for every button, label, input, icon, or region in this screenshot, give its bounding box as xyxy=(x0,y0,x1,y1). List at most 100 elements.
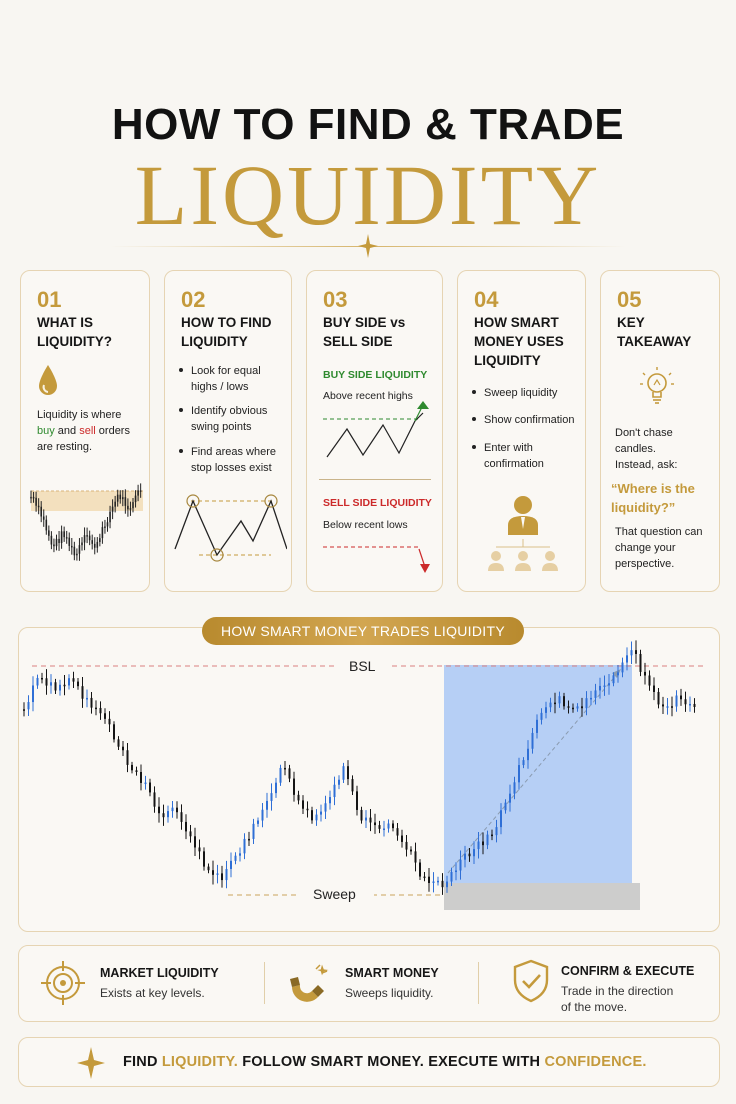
candle-body xyxy=(111,506,114,512)
candle-body xyxy=(329,797,331,804)
candle-body xyxy=(176,807,178,813)
sell-side-label: SELL SIDE LIQUIDITY xyxy=(323,497,432,509)
bsl-label: BSL xyxy=(349,658,376,674)
candle-body xyxy=(32,496,35,499)
candle-body xyxy=(306,808,309,811)
candle-body xyxy=(581,706,583,709)
candle-body xyxy=(549,702,552,708)
candle-body xyxy=(540,712,543,720)
card-number: 03 xyxy=(323,287,348,312)
candle-body xyxy=(603,685,606,688)
buy-side-sub: Above recent highs xyxy=(323,390,413,402)
bullet-line: Enter with xyxy=(484,442,533,454)
candle-body xyxy=(35,497,37,506)
bullet-item: Look for equal highs / lows xyxy=(179,363,261,395)
candle-body xyxy=(261,809,264,821)
card-title: BUY SIDE vs SELL SIDE xyxy=(323,313,405,351)
bullet-line: swing points xyxy=(191,421,252,433)
candle-body xyxy=(60,531,63,544)
candle-body xyxy=(459,859,462,871)
candle-body xyxy=(63,531,65,538)
candle-body xyxy=(90,697,93,708)
footer-banner: FIND LIQUIDITY. FOLLOW SMART MONEY. EXEC… xyxy=(18,1037,720,1087)
candle-body xyxy=(617,672,619,676)
candle-body xyxy=(106,522,109,527)
candle-body xyxy=(333,784,336,798)
candle-body xyxy=(599,685,601,691)
candle-body xyxy=(689,703,691,706)
takeaway-line: That question can xyxy=(615,526,703,538)
sparkle-icon xyxy=(358,234,378,258)
candle-body xyxy=(189,831,192,837)
candle-body xyxy=(356,791,358,810)
candle-body xyxy=(324,803,327,812)
candle-body xyxy=(252,823,255,839)
candle-body xyxy=(162,813,165,818)
sweep-label-bg xyxy=(298,886,374,904)
bullet-item: Identify obvious swing points xyxy=(179,403,267,435)
candle-body xyxy=(423,876,426,879)
candle-body xyxy=(65,537,68,539)
footer-confidence: CONFIDENCE. xyxy=(544,1054,647,1070)
candle-body xyxy=(101,527,104,539)
takeaway-text: Don't chase candles. Instead, ask: xyxy=(615,425,677,473)
candle-body xyxy=(374,822,376,826)
candle-body xyxy=(284,767,286,770)
candle-body xyxy=(234,855,237,861)
candle-body xyxy=(383,828,385,831)
candle-body xyxy=(68,537,71,546)
candle-body xyxy=(270,793,273,801)
candle-body xyxy=(257,820,259,824)
candle-body xyxy=(32,685,34,703)
candle-body xyxy=(50,682,52,686)
candle-body xyxy=(563,696,565,707)
candle-body xyxy=(88,535,91,541)
candle-body xyxy=(648,675,651,686)
candle-body xyxy=(48,530,50,536)
bullet-line: Look for equal xyxy=(191,365,261,377)
sweep-label: Sweep xyxy=(313,886,356,902)
feature-sub-line: of the move. xyxy=(561,1000,628,1014)
candle-body xyxy=(657,691,660,705)
candle-body xyxy=(225,868,228,881)
card-title-line: SELL SIDE xyxy=(323,334,393,349)
candle-body xyxy=(279,767,282,783)
features-panel xyxy=(18,945,720,1022)
candle-body xyxy=(401,835,403,842)
buy-word: buy xyxy=(37,425,55,437)
desc-line: buy and sell orders xyxy=(37,423,130,439)
candle-body xyxy=(99,707,102,714)
candle-body xyxy=(554,702,556,705)
candle-body xyxy=(468,853,471,857)
card-title-line: TAKEAWAY xyxy=(617,334,692,349)
candle-body xyxy=(500,810,502,828)
magnet-icon xyxy=(290,964,329,1002)
candle-body xyxy=(54,682,57,691)
candle-body xyxy=(53,544,55,547)
takeaway-line: Don't chase xyxy=(615,427,673,439)
candle-body xyxy=(134,495,137,503)
candle-body xyxy=(396,828,399,836)
candle-body xyxy=(36,677,39,686)
candle-body xyxy=(365,817,367,821)
candle-body xyxy=(50,535,53,545)
candle-body xyxy=(72,678,75,682)
candle-body xyxy=(91,540,93,544)
candle-body xyxy=(171,807,174,812)
candle-body xyxy=(216,873,219,875)
candle-body xyxy=(122,497,124,500)
takeaway-line: change your xyxy=(615,542,676,554)
candle-body xyxy=(86,535,88,537)
bullet-line: Identify obvious xyxy=(191,405,268,417)
candle-body xyxy=(684,699,687,705)
candle-body xyxy=(432,881,435,884)
card-title: WHAT IS LIQUIDITY? xyxy=(37,313,112,351)
candle-body xyxy=(77,681,79,687)
card-description: Liquidity is where buy and sell orders a… xyxy=(37,407,130,455)
candle-body xyxy=(185,821,187,832)
candle-body xyxy=(114,501,116,507)
card-number: 04 xyxy=(474,287,499,312)
bullet-line: confirmation xyxy=(484,458,544,470)
candle-body xyxy=(71,545,73,548)
candle-body xyxy=(486,834,489,846)
